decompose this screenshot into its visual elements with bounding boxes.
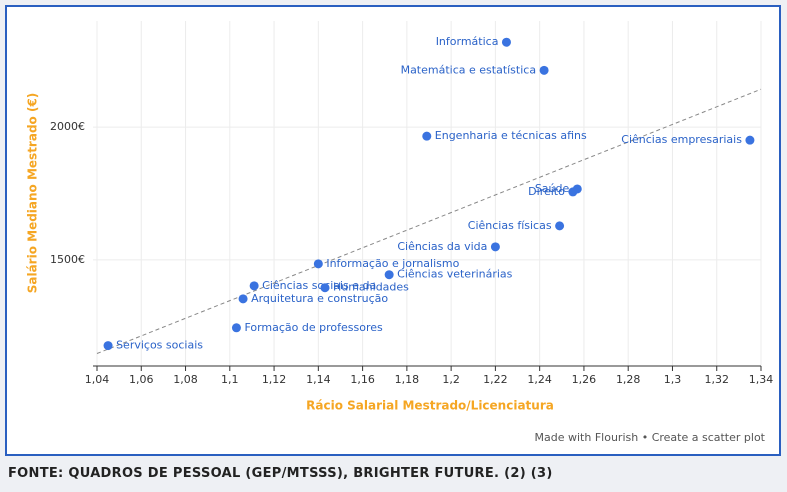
y-axis-title: Salário Mediano Mestrado (€): [26, 93, 40, 294]
point-label: Ciências veterinárias: [397, 268, 513, 281]
point: [313, 259, 323, 269]
point-label: Ciências da vida: [397, 240, 487, 253]
point-label: Informática: [436, 35, 499, 48]
x-tick-label: 1,34: [749, 373, 774, 386]
x-tick-label: 1,32: [704, 373, 729, 386]
point: [238, 294, 248, 304]
point: [422, 131, 432, 141]
point-label: Humanidades: [333, 281, 409, 294]
point: [384, 270, 394, 280]
point-label: Engenharia e técnicas afins: [435, 129, 587, 142]
point-label: Serviços sociais: [116, 339, 203, 352]
point-label: Matemática e estatística: [401, 63, 537, 76]
point-label: Arquitetura e construção: [251, 292, 388, 305]
point-label: Ciências empresariais: [621, 133, 742, 146]
chart: Rácio Salarial Mestrado/Licenciatura Sal…: [26, 21, 774, 444]
x-tick-label: 1,3: [664, 373, 682, 386]
point: [231, 323, 241, 333]
x-tick-label: 1,22: [483, 373, 508, 386]
x-tick-label: 1,16: [350, 373, 375, 386]
point: [568, 187, 578, 197]
point: [103, 341, 113, 351]
point-label: Saúde: [535, 182, 570, 195]
y-tick-label: 2000€: [50, 120, 85, 133]
point-label: Ciências sociais e da: [262, 279, 376, 292]
x-tick-label: 1,04: [85, 373, 110, 386]
x-tick-label: 1,1: [221, 373, 239, 386]
x-tick-label: 1,26: [572, 373, 597, 386]
point: [320, 283, 330, 293]
chart-frame: [5, 5, 781, 456]
point: [249, 281, 259, 291]
x-tick-label: 1,12: [262, 373, 287, 386]
x-tick-label: 1,24: [527, 373, 552, 386]
trendline: [96, 88, 762, 354]
x-tick-label: 1,14: [306, 373, 331, 386]
point-label: Ciências físicas: [468, 219, 552, 232]
x-tick-label: 1,08: [173, 373, 198, 386]
x-tick-label: 1,28: [616, 373, 641, 386]
x-tick-label: 1,2: [442, 373, 460, 386]
caption: FONTE: QUADROS DE PESSOAL (GEP/MTSSS), B…: [8, 466, 553, 481]
x-tick-label: 1,06: [129, 373, 154, 386]
point-label: Informação e jornalismo: [326, 257, 459, 270]
point: [490, 242, 500, 252]
point: [501, 37, 511, 47]
y-tick-label: 1500€: [50, 253, 85, 266]
point: [539, 65, 549, 75]
point: [745, 135, 755, 145]
point-label: Direito: [528, 185, 565, 198]
footer: Made with Flourish • Create a scatter pl…: [535, 431, 766, 444]
point: [555, 221, 565, 231]
x-axis-title: Rácio Salarial Mestrado/Licenciatura: [306, 399, 554, 413]
point-label: Formação de professores: [244, 321, 383, 334]
x-tick-label: 1,18: [395, 373, 420, 386]
